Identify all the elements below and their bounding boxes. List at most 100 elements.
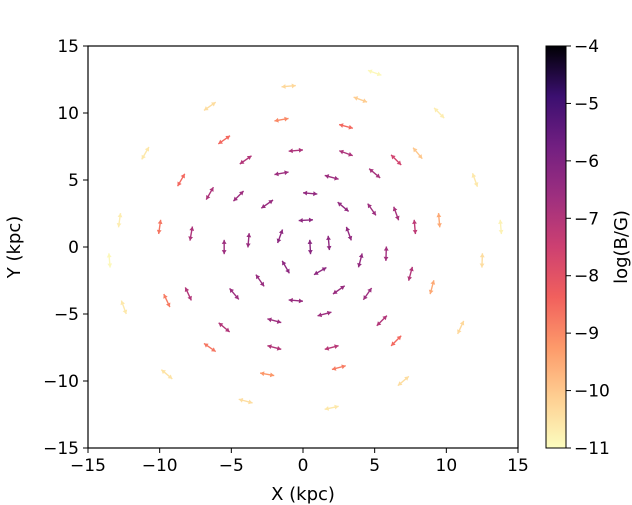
field-arrow (345, 226, 353, 241)
field-arrow (274, 116, 289, 123)
field-arrow (339, 149, 353, 157)
field-arrow (205, 186, 215, 200)
field-arrow (428, 280, 436, 295)
colorbar-tick-label: −7 (574, 209, 599, 229)
field-arrow (267, 317, 282, 324)
field-arrow (317, 310, 332, 318)
field-arrow (362, 287, 373, 301)
field-arrow (274, 170, 289, 177)
field-arrow (255, 274, 265, 287)
field-arrow (412, 147, 423, 160)
field-arrow (259, 371, 275, 378)
field-arrow (260, 199, 274, 209)
field-arrow (218, 322, 231, 333)
field-arrow (203, 342, 217, 353)
field-arrow (116, 213, 123, 228)
field-arrow (436, 212, 442, 228)
field-arrow (390, 154, 402, 166)
x-tick-label: 15 (507, 456, 529, 476)
field-arrow (106, 253, 113, 268)
x-tick-label: 5 (369, 456, 380, 476)
field-arrow (176, 173, 186, 187)
field-arrow (326, 235, 332, 251)
field-arrow (267, 344, 282, 351)
x-tick-label: −15 (70, 456, 106, 476)
y-axis-ticks: −15 −10 −5 0 5 10 15 (43, 37, 88, 459)
field-arrow (239, 155, 252, 165)
y-tick-label: 0 (68, 238, 79, 258)
field-arrow (324, 344, 339, 351)
x-tick-label: −5 (219, 456, 244, 476)
field-arrow (221, 239, 227, 255)
field-arrow (281, 83, 296, 89)
field-arrow (433, 107, 445, 119)
field-arrow (245, 233, 252, 248)
colorbar-tick-label: −9 (574, 324, 599, 344)
field-arrow (357, 253, 364, 268)
colorbar-tick-label: −4 (574, 37, 599, 57)
colorbar-ticks: −4 −5 −6 −7 −8 −9 −10 −11 (566, 37, 610, 459)
colorbar: −4 −5 −6 −7 −8 −9 −10 −11 log(B/G) (545, 37, 632, 459)
field-arrow (479, 253, 485, 268)
y-tick-label: 15 (57, 37, 79, 57)
field-arrow (203, 101, 217, 111)
field-arrow (276, 229, 284, 244)
y-axis-label: Y (kpc) (4, 216, 25, 280)
field-arrow (217, 135, 231, 145)
field-arrow (367, 203, 377, 216)
colorbar-tick-label: −5 (574, 94, 599, 114)
field-arrow (288, 297, 304, 304)
field-arrow (324, 404, 339, 411)
field-arrow (184, 287, 192, 301)
field-arrow (238, 397, 253, 405)
colorbar-tick-label: −8 (574, 267, 599, 287)
field-arrow (163, 293, 171, 308)
field-arrow (397, 375, 410, 387)
field-arrow (498, 219, 504, 235)
x-tick-label: −10 (142, 456, 178, 476)
x-axis-ticks: −15 −10 −5 0 5 10 15 (70, 448, 529, 476)
field-arrow (302, 190, 318, 197)
y-tick-label: −15 (43, 439, 79, 459)
field-arrow (307, 239, 313, 255)
field-arrow (331, 364, 346, 371)
field-arrow (383, 246, 389, 261)
field-arrow (392, 206, 400, 221)
y-tick-label: −5 (54, 305, 79, 325)
y-tick-label: −10 (43, 372, 79, 392)
colorbar-label: log(B/G) (611, 210, 632, 284)
field-arrow (368, 168, 381, 179)
colorbar-tick-label: −6 (574, 152, 599, 172)
field-arrow (324, 174, 339, 181)
field-arrow (313, 266, 327, 276)
field-arrow (160, 369, 173, 380)
field-arrow (188, 226, 195, 241)
field-arrow (471, 173, 479, 187)
colorbar-gradient (545, 45, 567, 449)
field-arrow (141, 146, 150, 160)
plot-area (87, 45, 519, 449)
field-arrow (232, 190, 245, 202)
field-arrow (353, 96, 368, 103)
field-arrow (376, 315, 388, 327)
field-arrow (407, 266, 414, 281)
colorbar-tick-label: −11 (574, 439, 610, 459)
field-arrow (288, 147, 304, 154)
x-tick-label: 10 (436, 456, 458, 476)
x-axis-label: X (kpc) (271, 484, 335, 505)
x-tick-label: 0 (298, 456, 309, 476)
colorbar-tick-label: −10 (574, 382, 610, 402)
field-arrow (156, 219, 163, 235)
y-tick-label: 5 (68, 171, 79, 191)
field-arrow (367, 69, 382, 77)
field-arrow (337, 201, 350, 212)
field-arrow (412, 219, 418, 235)
field-arrow (120, 300, 128, 315)
vector-field (106, 69, 504, 411)
field-arrow (281, 260, 290, 274)
field-arrow (229, 287, 240, 300)
y-tick-label: 10 (57, 104, 79, 124)
field-arrow (390, 335, 402, 347)
field-arrow (332, 285, 346, 295)
